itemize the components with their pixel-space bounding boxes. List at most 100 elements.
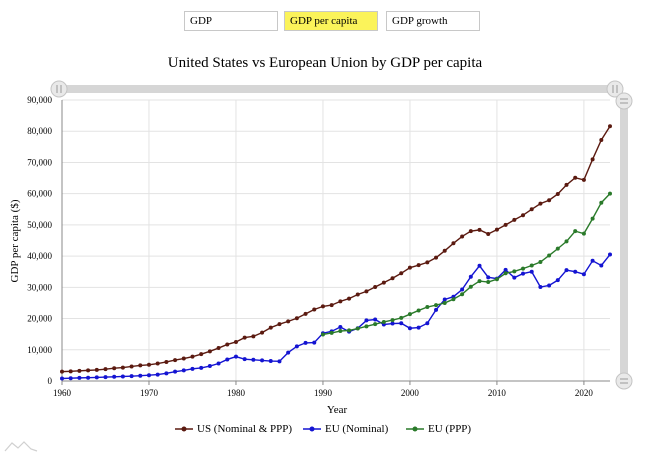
range-top-handle[interactable] (615, 92, 633, 110)
data-point-us (173, 358, 178, 363)
data-point-eu-nominal (251, 357, 256, 362)
data-point-us (225, 342, 230, 347)
data-point-eu-nominal (512, 275, 517, 280)
data-point-us (216, 346, 221, 351)
data-point-eu-nominal (103, 375, 108, 380)
data-point-us (407, 265, 412, 270)
x-tick-label: 2020 (575, 388, 594, 398)
data-point-eu-ppp (521, 266, 526, 271)
data-point-eu-nominal (277, 359, 282, 364)
data-point-us (442, 248, 447, 253)
data-point-eu-nominal (173, 369, 178, 374)
legend-item-eu-nominal[interactable]: EU (Nominal) (303, 423, 388, 435)
y-tick-label: 60,000 (27, 189, 52, 199)
data-point-us (242, 335, 247, 340)
legend-label-us: US (Nominal & PPP) (197, 423, 293, 435)
tab-gdp[interactable]: GDP (184, 11, 278, 31)
data-point-us (320, 304, 325, 309)
data-point-eu-nominal (60, 376, 64, 381)
data-point-eu-nominal (120, 374, 125, 379)
data-point-us (608, 124, 612, 129)
data-point-us (190, 354, 195, 359)
data-point-eu-nominal (86, 375, 91, 380)
data-point-eu-nominal (138, 373, 143, 378)
tab-gdp-growth[interactable]: GDP growth (386, 11, 480, 31)
legend-label-eu-nominal: EU (Nominal) (325, 423, 389, 435)
data-point-eu-ppp (512, 269, 517, 274)
data-point-us (590, 157, 595, 162)
data-point-eu-nominal (434, 307, 439, 312)
data-point-us (538, 201, 543, 206)
data-point-eu-nominal (112, 374, 117, 379)
data-point-us (373, 285, 378, 290)
data-point-eu-ppp (329, 330, 334, 335)
data-point-eu-nominal (425, 321, 430, 326)
range-bottom-handle[interactable] (615, 372, 633, 390)
data-point-us (68, 369, 73, 374)
data-point-us (347, 296, 352, 301)
legend-swatch-eu-nominal (303, 426, 321, 432)
data-point-eu-nominal (460, 287, 465, 292)
data-point-eu-nominal (442, 297, 447, 302)
data-point-eu-nominal (242, 357, 247, 362)
data-point-us (381, 280, 386, 285)
data-point-us (199, 352, 204, 357)
data-point-eu-nominal (312, 340, 317, 345)
data-point-eu-nominal (164, 371, 169, 376)
x-axis-label: Year (327, 404, 348, 416)
data-point-eu-ppp (320, 332, 325, 337)
data-point-eu-ppp (381, 319, 386, 324)
data-point-us (294, 316, 299, 321)
data-point-eu-ppp (338, 329, 343, 334)
legend-label-eu-ppp: EU (PPP) (428, 423, 472, 435)
data-point-eu-ppp (573, 229, 578, 234)
y-tick-label: 10,000 (27, 345, 52, 355)
data-point-eu-nominal (599, 263, 604, 268)
range-end-handle[interactable] (606, 80, 624, 98)
y-tick-label: 30,000 (27, 282, 52, 292)
legend-item-us[interactable]: US (Nominal & PPP) (175, 423, 292, 435)
x-tick-label: 2000 (401, 388, 420, 398)
data-point-us (434, 255, 439, 260)
data-point-eu-ppp (468, 284, 473, 289)
y-tick-label: 80,000 (27, 126, 52, 136)
horizontal-range-scrollbar[interactable] (50, 80, 624, 98)
data-point-us (599, 137, 604, 142)
x-tick-label: 1980 (227, 388, 246, 398)
data-point-eu-ppp (390, 318, 395, 323)
data-point-eu-nominal (590, 258, 595, 263)
data-point-us (277, 322, 282, 327)
data-point-eu-ppp (451, 297, 456, 302)
data-point-us (364, 289, 369, 294)
legend-item-eu-ppp[interactable]: EU (PPP) (406, 423, 471, 435)
data-point-us (146, 362, 151, 367)
data-point-us (477, 227, 482, 232)
data-point-eu-ppp (494, 277, 499, 282)
series-line-us (61, 125, 611, 373)
range-start-handle[interactable] (50, 80, 68, 98)
data-point-eu-ppp (547, 253, 552, 258)
data-point-eu-nominal (573, 269, 578, 274)
data-point-us (77, 368, 82, 373)
data-point-us (329, 303, 334, 308)
data-point-eu-nominal (538, 285, 543, 290)
data-point-us (86, 368, 91, 373)
data-point-us (303, 311, 308, 316)
data-point-us (312, 307, 317, 312)
data-point-eu-nominal (190, 366, 195, 371)
data-point-eu-ppp (347, 328, 352, 333)
data-point-us (181, 356, 186, 361)
data-point-eu-ppp (364, 324, 369, 329)
data-point-us (460, 234, 465, 239)
data-point-eu-ppp (529, 263, 534, 268)
data-point-us (416, 263, 421, 268)
data-point-us (555, 191, 560, 196)
data-point-us (468, 229, 473, 234)
vertical-range-scrollbar[interactable] (615, 92, 633, 390)
data-point-us (112, 366, 117, 371)
chart-library-logo-icon (4, 441, 38, 452)
legend: US (Nominal & PPP) EU (Nominal) EU (PPP) (0, 423, 650, 441)
data-point-us (451, 241, 456, 246)
tab-gdp-per-capita[interactable]: GDP per capita (284, 11, 378, 31)
